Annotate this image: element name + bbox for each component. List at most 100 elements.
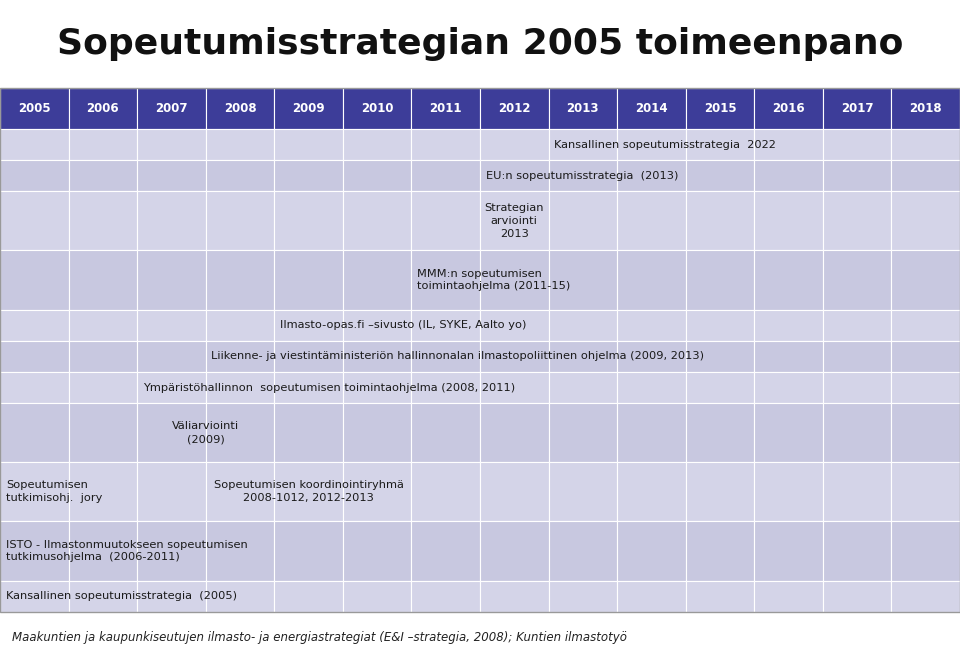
Bar (755, 462, 823, 521)
Bar (823, 191, 892, 250)
Bar (412, 462, 480, 521)
Text: 2013: 2013 (566, 102, 599, 115)
Text: Kansallinen sopeutumisstrategia  (2005): Kansallinen sopeutumisstrategia (2005) (6, 591, 237, 601)
Bar (548, 310, 617, 341)
Bar (755, 88, 823, 129)
Bar (68, 580, 137, 612)
Text: 2016: 2016 (772, 102, 804, 115)
Bar (823, 160, 892, 191)
Bar (823, 372, 892, 403)
Bar (480, 462, 548, 521)
Bar (275, 403, 343, 462)
Bar (137, 372, 205, 403)
Bar (823, 580, 892, 612)
Bar (823, 250, 892, 310)
Bar (548, 129, 617, 160)
Bar (275, 191, 343, 250)
Text: Strategian
arviointi
2013: Strategian arviointi 2013 (485, 203, 544, 238)
Bar (0, 372, 68, 403)
Bar (412, 341, 480, 372)
Bar (823, 341, 892, 372)
Bar (205, 250, 275, 310)
Bar (755, 403, 823, 462)
Bar (205, 310, 275, 341)
Bar (685, 191, 755, 250)
Bar (617, 160, 685, 191)
Bar (548, 462, 617, 521)
Bar (617, 403, 685, 462)
Text: 2011: 2011 (429, 102, 462, 115)
Text: Maakuntien ja kaupunkiseutujen ilmasto- ja energiastrategiat (E&I –strategia, 20: Maakuntien ja kaupunkiseutujen ilmasto- … (12, 631, 627, 645)
Bar (275, 462, 343, 521)
Bar (137, 580, 205, 612)
Bar (68, 250, 137, 310)
Bar (205, 88, 275, 129)
Bar (892, 250, 960, 310)
Text: 2006: 2006 (86, 102, 119, 115)
Bar (617, 129, 685, 160)
Bar (68, 372, 137, 403)
Bar (617, 462, 685, 521)
Bar (480, 88, 548, 129)
Bar (412, 250, 480, 310)
Bar (68, 310, 137, 341)
Bar (275, 250, 343, 310)
Bar (0, 88, 68, 129)
Bar (892, 403, 960, 462)
Bar (343, 521, 412, 580)
Bar (0, 462, 68, 521)
Bar (548, 160, 617, 191)
Bar (617, 580, 685, 612)
Bar (823, 129, 892, 160)
Bar (412, 310, 480, 341)
Bar (755, 310, 823, 341)
Bar (755, 372, 823, 403)
Bar (68, 191, 137, 250)
Text: 2007: 2007 (156, 102, 187, 115)
Bar (480, 160, 548, 191)
Bar (617, 191, 685, 250)
Bar (343, 129, 412, 160)
Bar (892, 160, 960, 191)
Bar (412, 88, 480, 129)
Bar (343, 88, 412, 129)
Bar (892, 191, 960, 250)
Bar (617, 250, 685, 310)
Bar (412, 403, 480, 462)
Text: 2014: 2014 (636, 102, 668, 115)
Text: 2015: 2015 (704, 102, 736, 115)
Bar (412, 129, 480, 160)
Bar (137, 403, 205, 462)
Bar (0, 403, 68, 462)
Bar (343, 341, 412, 372)
Bar (755, 160, 823, 191)
Bar (755, 341, 823, 372)
Bar (137, 310, 205, 341)
Bar (823, 521, 892, 580)
Bar (480, 521, 548, 580)
Bar (68, 341, 137, 372)
Bar (137, 521, 205, 580)
Bar (275, 88, 343, 129)
Bar (68, 521, 137, 580)
Text: Liikenne- ja viestintäministeriön hallinnonalan ilmastopoliittinen ohjelma (2009: Liikenne- ja viestintäministeriön hallin… (211, 351, 705, 362)
Bar (68, 129, 137, 160)
Text: MMM:n sopeutumisen
toimintaohjelma (2011-15): MMM:n sopeutumisen toimintaohjelma (2011… (418, 269, 570, 291)
Bar (205, 521, 275, 580)
Bar (548, 250, 617, 310)
Text: 2009: 2009 (292, 102, 324, 115)
Bar (685, 160, 755, 191)
Bar (137, 160, 205, 191)
Bar (137, 250, 205, 310)
Bar (137, 341, 205, 372)
Bar (685, 310, 755, 341)
Bar (0, 310, 68, 341)
Bar (685, 250, 755, 310)
Text: Kansallinen sopeutumisstrategia  2022: Kansallinen sopeutumisstrategia 2022 (554, 140, 777, 149)
Bar (0, 250, 68, 310)
Bar (755, 191, 823, 250)
Bar (823, 462, 892, 521)
Bar (755, 250, 823, 310)
Bar (617, 521, 685, 580)
Bar (755, 580, 823, 612)
